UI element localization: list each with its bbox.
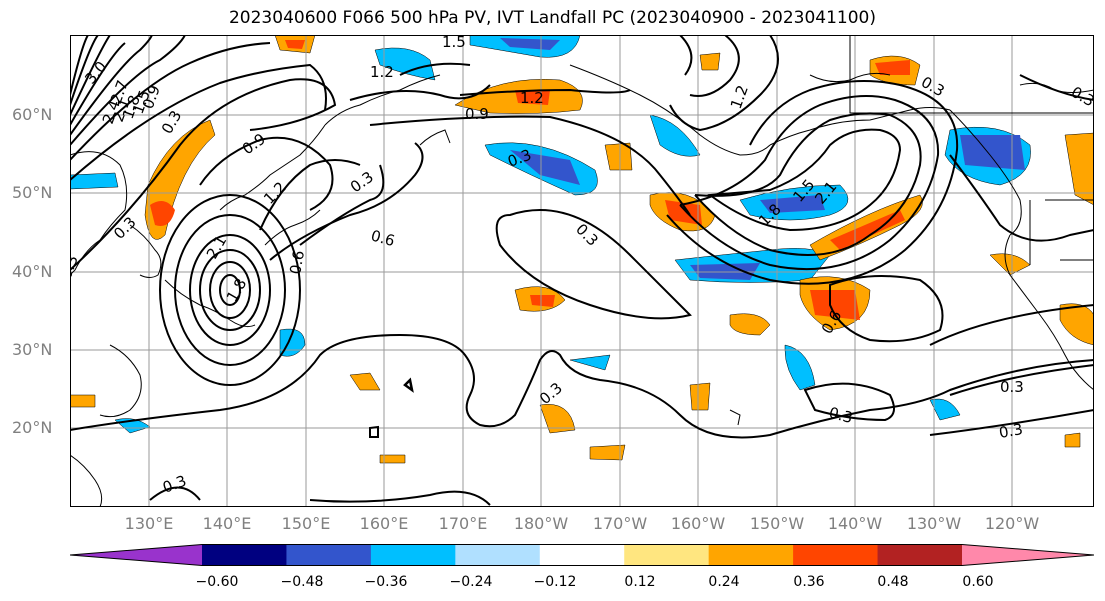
contour-label: 1.2 — [370, 63, 394, 81]
contour-label: 0.3 — [1068, 83, 1094, 111]
colorbar-cell — [624, 544, 710, 566]
colorbar-tick: 0.12 — [624, 574, 656, 590]
lon-label: 170°E — [438, 514, 488, 533]
lon-label: 150°E — [281, 514, 331, 533]
lat-label-60n: 60°N — [12, 105, 53, 124]
shade-blob — [539, 404, 576, 434]
contour-label: 1.2 — [520, 89, 544, 107]
shade-blob — [349, 372, 381, 391]
shade-blob — [70, 172, 119, 190]
colorbar-cell — [455, 544, 541, 566]
shade-blob — [729, 313, 771, 336]
colorbar-cell — [877, 544, 963, 566]
colorbar-cell — [793, 544, 879, 566]
shade-blob — [760, 195, 825, 213]
shade-blob — [689, 382, 711, 411]
contour-label: 0.3 — [70, 253, 82, 282]
lon-label: 150°W — [749, 514, 805, 533]
pv-contours — [70, 35, 1094, 506]
colorbar-cell — [370, 544, 456, 566]
contour-label: 0.6 — [369, 226, 397, 250]
contour-label: 0.3 — [998, 420, 1025, 442]
shade-blob — [285, 40, 305, 49]
colorbar-tick: −0.24 — [449, 574, 493, 590]
contour-label: 0.3 — [110, 213, 140, 243]
shade-blob — [379, 454, 406, 464]
map-title: 2023040600 F066 500 hPa PV, IVT Landfall… — [228, 8, 876, 28]
contour-label: 0.6 — [286, 249, 308, 276]
shade-blob — [649, 114, 701, 157]
colorbar-extend-high — [962, 544, 1094, 566]
shade-blob — [530, 295, 555, 307]
colorbar-extend-low — [70, 544, 202, 566]
contour-label: 0.9 — [465, 105, 489, 123]
contour-label: 0.3 — [918, 73, 948, 101]
colorbar-cell — [539, 544, 625, 566]
shade-blob — [589, 444, 626, 461]
lat-label-50n: 50°N — [12, 183, 53, 202]
lon-label: 160°W — [670, 514, 726, 533]
shade-blob — [929, 398, 961, 421]
colorbar-tick: 0.36 — [793, 574, 825, 590]
lon-label: 130°E — [124, 514, 174, 533]
contour-label: 0.3 — [1000, 378, 1024, 396]
colorbar-cell — [286, 544, 372, 566]
contour-label: 1.2 — [260, 178, 290, 208]
shade-blob — [1059, 303, 1094, 346]
colorbar-tick: −0.60 — [195, 574, 239, 590]
shade-blob — [569, 354, 611, 371]
lon-label: 140°E — [202, 514, 252, 533]
lon-label: 120°W — [984, 514, 1040, 533]
colorbar-tick: 0.24 — [708, 574, 740, 590]
shade-blob — [699, 52, 721, 71]
shade-blob — [510, 150, 580, 185]
colorbar-tick: 0.60 — [962, 574, 994, 590]
lat-label-40n: 40°N — [12, 262, 53, 281]
lon-label: 170°W — [592, 514, 648, 533]
contour-label: 0.3 — [160, 472, 189, 497]
colorbar-cell — [202, 544, 287, 566]
colorbar-tick: 0.48 — [877, 574, 909, 590]
shade-blob — [150, 201, 175, 226]
contour-label: 0.9 — [139, 83, 164, 112]
contour-label: 1.5 — [442, 35, 466, 51]
pv-shading — [70, 35, 1094, 464]
contour-label: 0.3 — [536, 379, 566, 408]
colorbar-cell — [708, 544, 794, 566]
lat-label-30n: 30°N — [12, 340, 53, 359]
lon-label: 180°W — [513, 514, 569, 533]
contour-label: 2.1 — [203, 232, 231, 262]
colorbar — [70, 544, 1094, 566]
shade-blob — [960, 135, 1025, 170]
colorbar-tick: −0.48 — [280, 574, 324, 590]
shade-blob — [875, 60, 910, 75]
lon-label: 140°W — [827, 514, 883, 533]
shade-blob — [784, 344, 816, 391]
shade-blob — [374, 47, 436, 81]
shade-blob — [70, 394, 96, 408]
shade-blob — [830, 210, 905, 250]
colorbar-tick: −0.36 — [364, 574, 408, 590]
shade-blob — [810, 290, 860, 320]
shade-blob — [1064, 432, 1081, 448]
colorbar-tick: −0.12 — [533, 574, 577, 590]
shade-blob — [1064, 132, 1094, 206]
contour-label: 0.3 — [827, 403, 855, 427]
lon-label: 130°W — [906, 514, 962, 533]
lon-label: 160°E — [359, 514, 409, 533]
lat-label-20n: 20°N — [12, 418, 53, 437]
contour-label: 0.3 — [347, 168, 377, 196]
map-panel: 3.0 2.7 2.4 2.1 1.8 1.5 0.9 0.3 1.2 1.5 … — [70, 35, 1094, 507]
contour-label: 0.9 — [239, 130, 269, 158]
contour-label: 0.3 — [572, 220, 602, 250]
shade-blob — [500, 38, 560, 50]
